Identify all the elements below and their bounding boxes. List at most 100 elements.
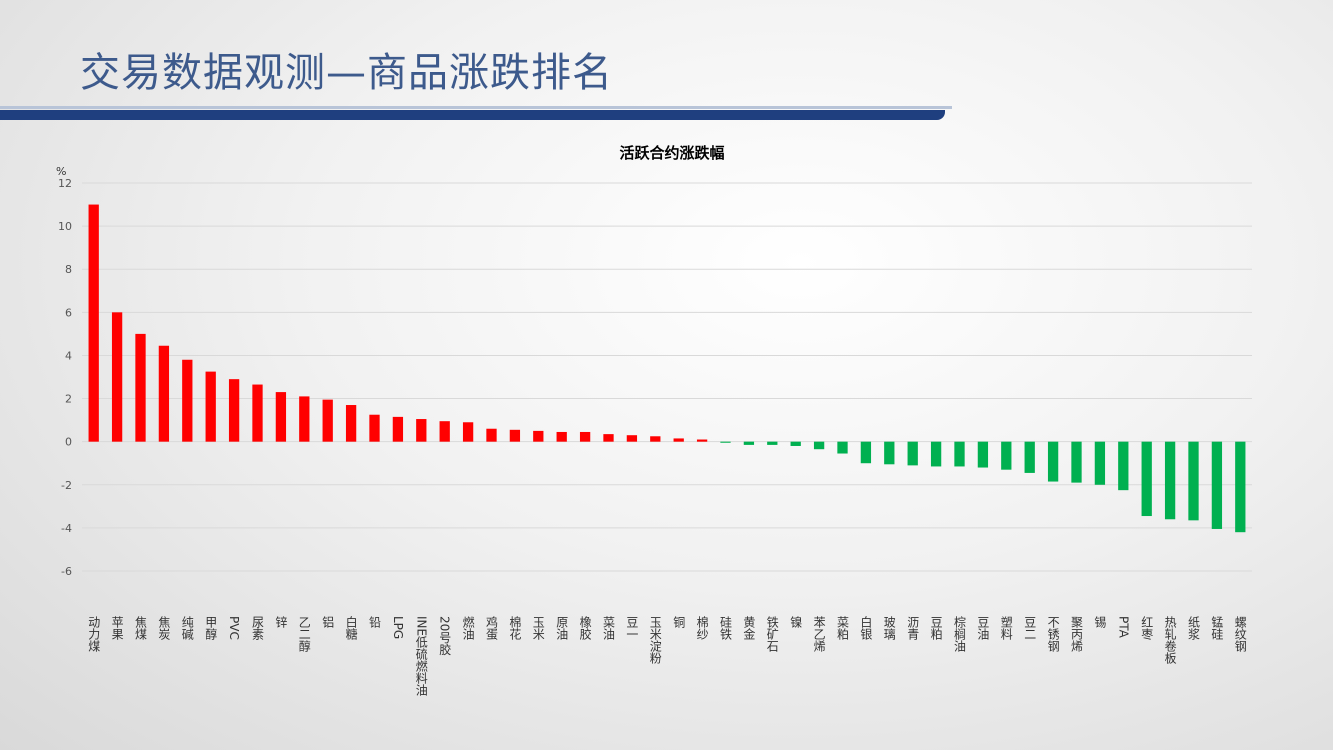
bar [182,359,193,442]
bar [673,438,684,442]
x-tick-label: 鸡蛋 [484,616,499,640]
y-tick-label: 4 [65,349,72,362]
bar [626,435,638,442]
x-tick-label: 塑料 [999,616,1014,640]
y-tick-label: 10 [58,220,72,233]
bar [837,441,848,454]
bar [696,439,708,442]
y-tick-label: 12 [58,177,72,190]
x-tick-label: 黄金 [741,616,756,640]
x-tick-label: 豆粕 [929,616,944,640]
bar [158,345,170,442]
bar [907,441,918,466]
x-tick-label: 菜粕 [835,616,850,640]
bar [1024,441,1035,473]
bar [486,428,497,442]
x-tick-label: 铅 [367,616,382,628]
slide-title: 交易数据观测—商品涨跌排名 [80,50,613,96]
x-tick-label: 热轧卷板 [1163,616,1178,664]
x-tick-label: 尿素 [250,616,265,640]
bar [205,371,216,442]
x-tick-label: 锰硅 [1209,616,1224,640]
x-tick-label: 棕榈油 [952,616,967,652]
y-tick-label: -6 [61,565,72,578]
x-tick-label: 焦煤 [133,616,148,640]
x-tick-label: 硅铁 [718,616,733,640]
x-tick-label: 玉米淀粉 [648,616,663,664]
bar [135,333,146,442]
x-tick-label: 白糖 [344,616,359,640]
x-tick-label: 铁矿石 [765,616,780,652]
bar [1141,441,1152,517]
x-tick-label: 苯乙烯 [812,616,827,652]
bar [813,441,825,450]
bar [111,312,123,442]
x-tick-label: 锡 [1092,616,1107,628]
chart-title: 活跃合约涨跌幅 [619,144,724,162]
y-tick-label: -2 [61,479,72,492]
x-tick-label: 橡胶 [578,616,593,640]
header-band [0,110,945,120]
x-tick-label: 螺纹钢 [1233,616,1248,652]
bar [1235,441,1246,533]
x-tick-label: INE低硫燃料油 [414,616,429,697]
x-tick-label: 乙二醇 [297,616,312,652]
bar [884,441,895,465]
bar [252,384,263,442]
x-tick-label: 豆二 [1022,616,1037,640]
bar [1164,441,1176,520]
bar [345,405,357,442]
x-tick-label: 菜油 [601,616,616,640]
bar [720,441,731,443]
bar [533,430,544,442]
x-tick-label: 豆一 [624,616,639,640]
bar [767,441,778,445]
bar [1094,441,1106,485]
bar [299,396,310,442]
bar [603,434,614,442]
bar [439,421,450,442]
x-tick-label: 棉纱 [695,616,710,640]
bar [954,441,965,467]
bar [1001,441,1012,470]
y-tick-label: 6 [65,306,72,319]
bar [1188,441,1199,521]
x-tick-label: 玉米 [531,616,546,640]
x-tick-label: 豆油 [975,616,990,640]
bar [790,441,801,446]
x-tick-label: 铝 [320,616,335,628]
x-tick-label: 纯碱 [180,616,195,640]
x-tick-label: 燃油 [461,616,476,640]
x-tick-label: 纸浆 [1186,616,1201,640]
y-tick-label: 8 [65,263,72,276]
x-tick-label: LPG [390,616,405,640]
y-tick-label: 0 [65,436,72,449]
bar [416,419,427,442]
header-band-light [0,106,952,109]
x-tick-label: 聚丙烯 [1069,616,1084,652]
y-tick-label: -4 [61,522,72,535]
x-tick-label: 红枣 [1139,616,1154,640]
bar [392,416,404,442]
x-tick-label: PTA [1116,616,1131,638]
bar [275,392,287,442]
x-tick-label: 苹果 [110,616,125,640]
bar [860,441,872,464]
bar [322,399,333,442]
bar [1047,441,1059,482]
x-tick-label: 棉花 [507,616,522,640]
bar [650,436,661,442]
x-tick-label: 玻璃 [882,616,897,640]
bar [88,204,99,442]
bar [509,429,521,442]
bar [556,431,567,442]
bar [462,422,474,442]
bar [977,441,989,468]
x-tick-label: 动力煤 [86,616,101,652]
x-tick-label: 沥青 [905,616,920,640]
bar [1118,441,1129,491]
bar [743,441,755,445]
bar [369,414,380,442]
